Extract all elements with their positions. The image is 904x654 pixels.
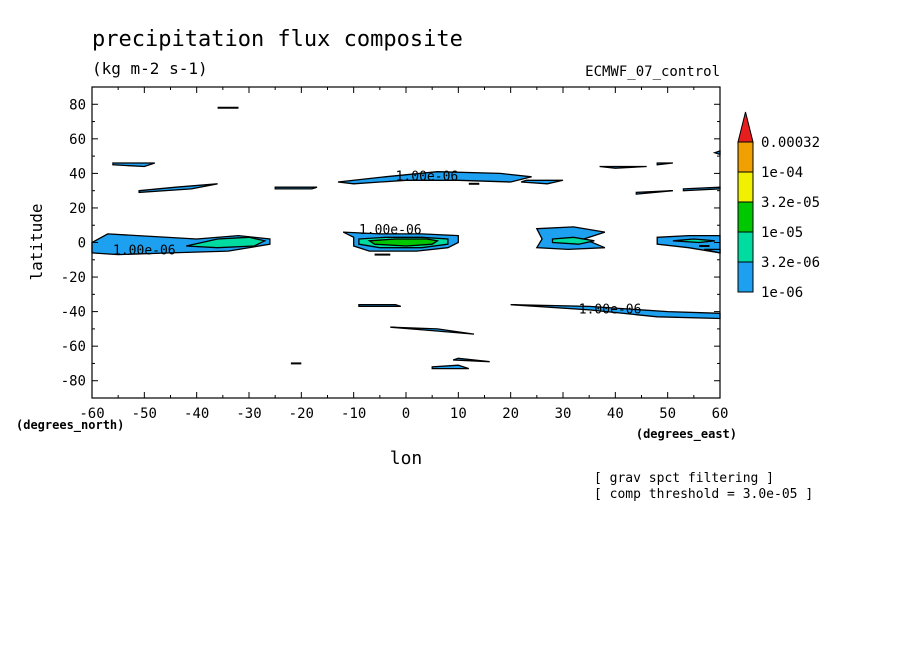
x-tick-label: -50	[132, 406, 157, 422]
y-unit-label: (degrees_north)	[16, 418, 124, 433]
contour-label: 1.00e-06	[579, 302, 642, 317]
y-axis-label: latitude	[27, 203, 46, 280]
axis-ticks: -60 -50 -40 -30 -20 -10 0 10 20 30 40 50 60 -80 -60 -40…	[61, 86, 729, 422]
y-tick-label: 60	[69, 132, 86, 148]
colorbar-swatch	[737, 171, 754, 203]
contour-region	[635, 190, 673, 195]
contour-region	[551, 236, 595, 245]
colorbar-label: 3.2e-06	[761, 255, 820, 271]
x-tick-label: -60	[79, 406, 104, 422]
chart-title: precipitation flux composite	[92, 27, 463, 52]
y-tick-label: -40	[61, 305, 86, 321]
x-tick-label: -40	[184, 406, 209, 422]
colorbar-swatch	[737, 141, 754, 173]
x-tick-label: -30	[236, 406, 261, 422]
contour-region	[431, 364, 470, 370]
contour-region	[672, 238, 715, 244]
note-filtering: [ grav spct filtering ]	[594, 471, 774, 486]
contour-region	[390, 326, 475, 335]
contour-region	[520, 179, 564, 185]
colorbar-label: 1e-04	[761, 165, 803, 181]
contour-region	[138, 183, 218, 194]
contour-region	[599, 165, 647, 169]
y-tick-label: -80	[61, 374, 86, 390]
colorbar-swatch	[737, 231, 754, 263]
y-tick-label: 40	[69, 166, 86, 182]
colorbar-swatch	[737, 261, 754, 293]
contour-label: 1.00e-06	[113, 244, 176, 259]
x-tick-label: 0	[402, 406, 410, 422]
contour-region	[452, 357, 490, 363]
contour-fills	[91, 149, 721, 370]
contour-region	[656, 162, 673, 166]
y-tick-label: 20	[69, 201, 86, 217]
x-tick-label: 50	[659, 406, 676, 422]
contour-region	[274, 186, 318, 190]
contour-region	[367, 238, 440, 247]
y-tick-label: -60	[61, 339, 86, 355]
x-unit-label: (degrees_east)	[636, 427, 737, 442]
colorbar-label: 1e-06	[761, 285, 803, 301]
y-tick-label: 80	[69, 97, 86, 113]
x-tick-label: 10	[450, 406, 467, 422]
colorbar: 1e-06 3.2e-06 1e-05 3.2e-05 1e-04 0.00032	[737, 111, 820, 301]
x-tick-label: 20	[502, 406, 519, 422]
contour-region	[358, 304, 401, 308]
source-label: ECMWF_07_control	[585, 64, 720, 80]
colorbar-label: 1e-05	[761, 225, 803, 241]
x-tick-label: 30	[555, 406, 572, 422]
colorbar-overflow-arrow	[737, 111, 754, 143]
y-tick-label: -20	[61, 270, 86, 286]
contour-region	[337, 171, 532, 185]
y-tick-label: 0	[78, 236, 86, 252]
contour-region	[186, 236, 267, 249]
units-label: (kg m-2 s-1)	[92, 59, 208, 78]
contour-region	[712, 149, 721, 156]
contour-label: 1.00e-06	[359, 223, 422, 238]
x-tick-label: -20	[289, 406, 314, 422]
x-tick-label: 60	[712, 406, 729, 422]
contour-lines	[217, 106, 710, 365]
contour-region	[682, 186, 721, 192]
x-tick-label: 40	[607, 406, 624, 422]
note-threshold: [ comp threshold = 3.0e-05 ]	[594, 487, 813, 502]
contour-labels: 1.00e-06 1.00e-06 1.00e-06 1.00e-06	[113, 169, 641, 317]
x-axis-label: lon	[390, 448, 423, 469]
contour-label: 1.00e-06	[396, 169, 459, 184]
colorbar-label: 3.2e-05	[761, 195, 820, 211]
colorbar-swatch	[737, 201, 754, 233]
colorbar-label: 0.00032	[761, 135, 820, 151]
contour-region	[112, 162, 156, 168]
x-tick-label: -10	[341, 406, 366, 422]
